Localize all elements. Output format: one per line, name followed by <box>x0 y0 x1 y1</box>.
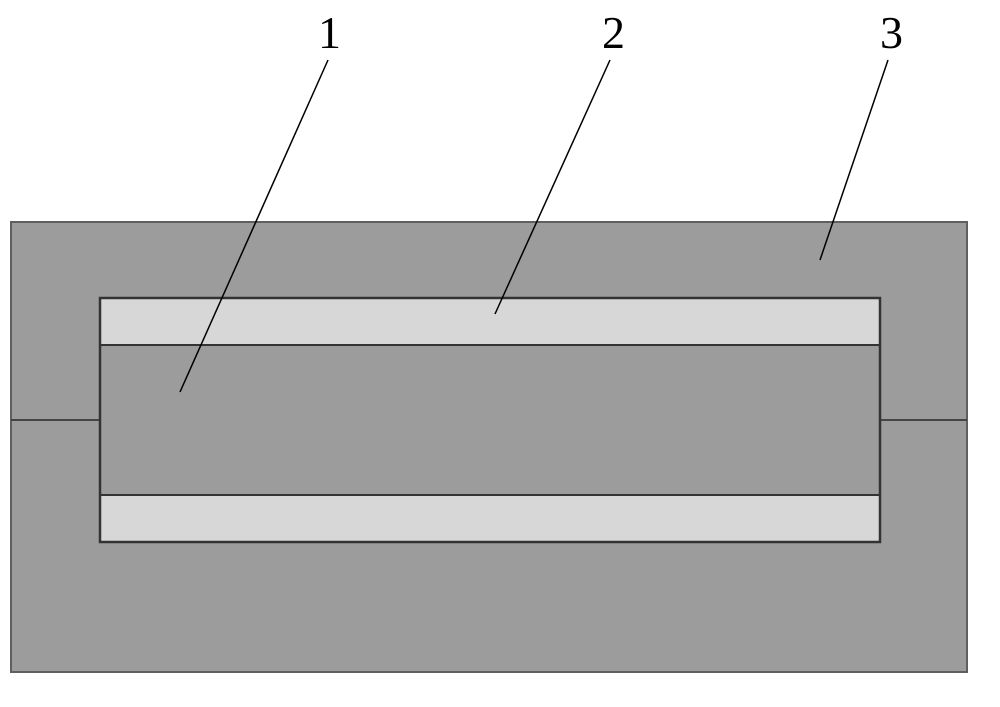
callout-label-2: 2 <box>602 10 625 56</box>
core-band-region <box>100 345 880 495</box>
callout-label-1: 1 <box>318 10 341 56</box>
top-band-region <box>100 298 880 345</box>
diagram-svg <box>0 0 1000 707</box>
diagram-stage: 1 2 3 <box>0 0 1000 707</box>
bottom-band-region <box>100 495 880 542</box>
callout-label-3: 3 <box>880 10 903 56</box>
